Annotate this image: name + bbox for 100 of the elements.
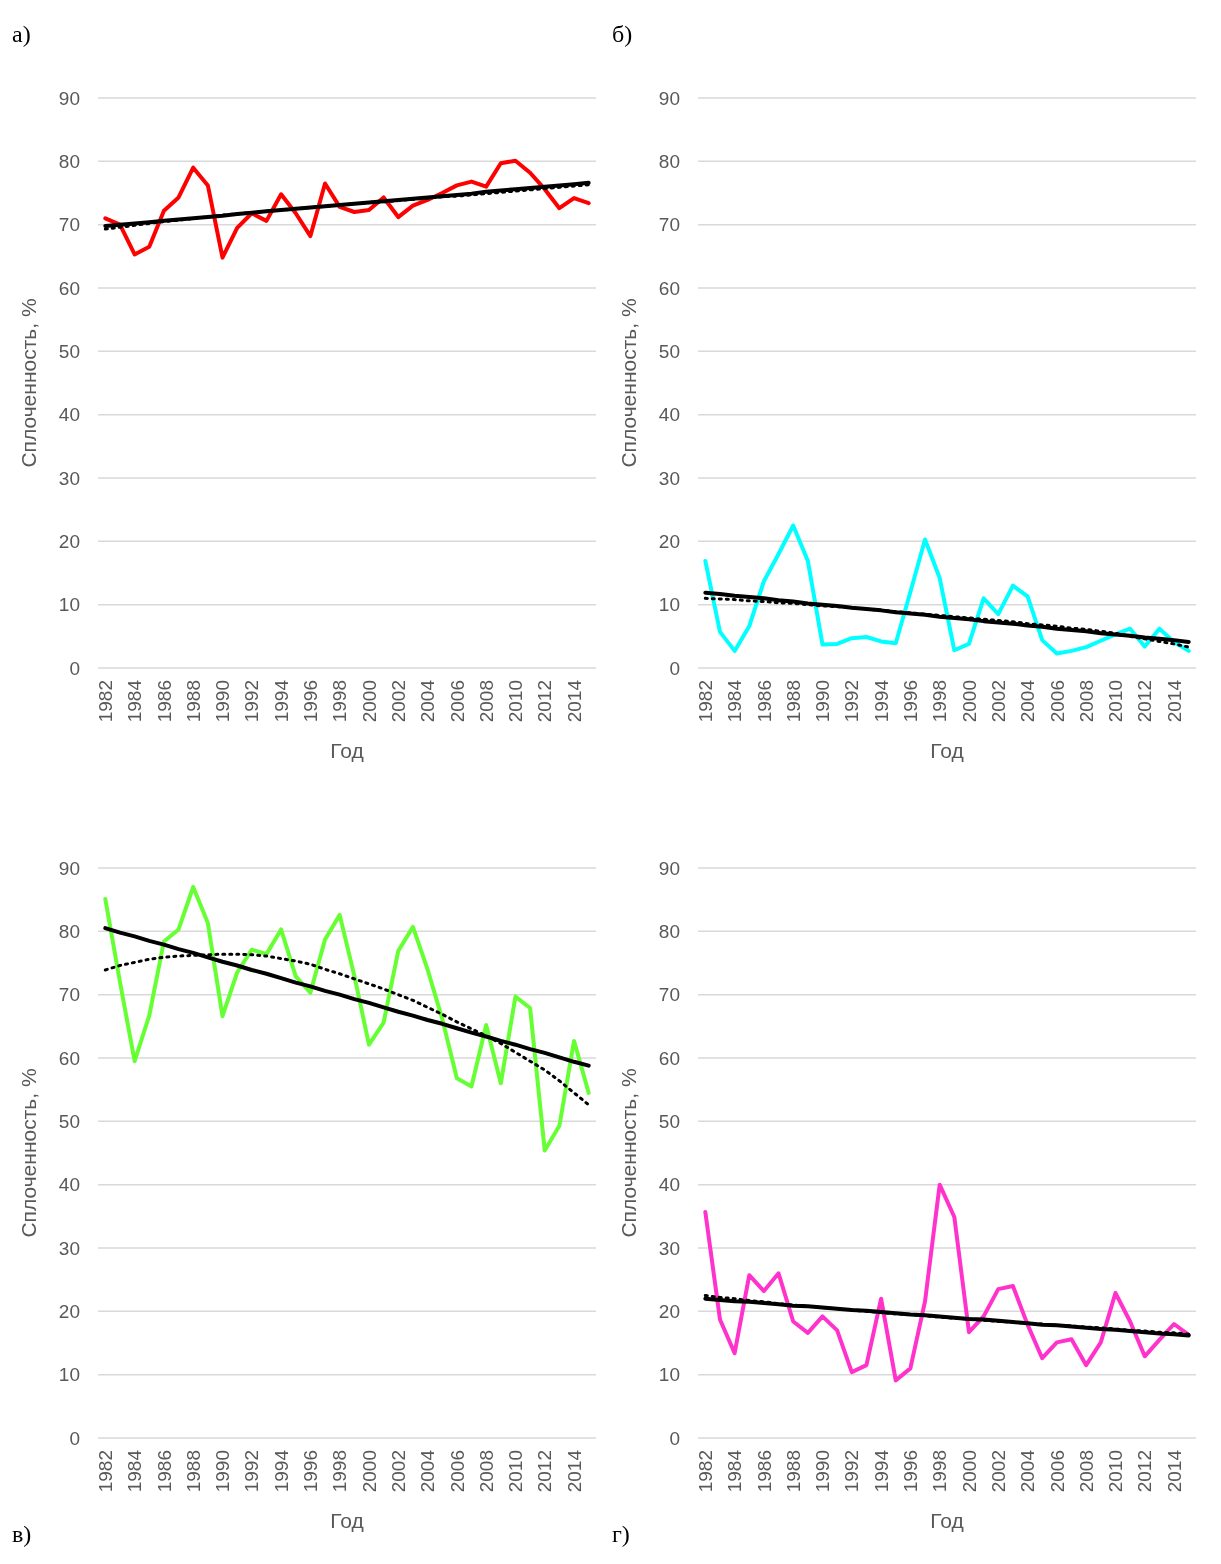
chart-title: а): [12, 21, 31, 47]
line-series: [103, 885, 591, 1153]
text: в): [12, 1521, 32, 1547]
y-tick-label: 90: [58, 857, 80, 879]
y-tick-label: 30: [58, 467, 80, 489]
y-tick-label: 90: [658, 87, 680, 109]
x-tick-label: 1984: [724, 679, 746, 723]
x-tick-label: 1996: [900, 1450, 922, 1493]
y-tick-label: 0: [69, 657, 80, 679]
x-tick-label: 2004: [417, 1449, 439, 1493]
x-tick-label: 1986: [753, 1450, 775, 1493]
y-axis-title: Сплоченность, %: [617, 1068, 640, 1238]
y-tick-label: 90: [58, 87, 80, 109]
y-tick-label: 0: [69, 1427, 80, 1449]
y-tick-label: 70: [58, 984, 80, 1006]
x-tick-label: 2008: [1075, 1450, 1097, 1493]
x-tick-label: 1982: [94, 680, 116, 723]
line-series: [703, 1182, 1191, 1383]
x-axis-title: Год: [930, 1509, 964, 1532]
y-tick-label: 30: [658, 1237, 680, 1259]
x-tick-label: 1990: [812, 680, 834, 723]
line-series: [703, 523, 1191, 656]
x-tick-label: 1992: [841, 680, 863, 723]
x-tick-label: 1994: [270, 1449, 292, 1493]
x-tick-label: 1988: [782, 680, 804, 723]
x-tick-label: 2002: [387, 1450, 409, 1493]
line-series: [703, 590, 1191, 645]
y-tick-label: 20: [658, 1300, 680, 1322]
x-tick-label: 1996: [300, 1450, 322, 1493]
x-tick-label: 1990: [212, 1450, 234, 1493]
x-tick-label: 2012: [1134, 680, 1156, 723]
x-tick-label: 2014: [1163, 679, 1185, 723]
x-tick-label: 2012: [534, 1450, 556, 1493]
x-tick-label: 2008: [1075, 680, 1097, 723]
x-tick-label: 2006: [1046, 680, 1068, 723]
y-tick-label: 10: [58, 1364, 80, 1386]
x-tick-label: 1988: [782, 1450, 804, 1493]
x-tick-label: 2000: [358, 1450, 380, 1493]
y-tick-label: 40: [658, 404, 680, 426]
x-tick-label: 1984: [124, 1449, 146, 1493]
x-tick-label: 2000: [358, 680, 380, 723]
x-tick-label: 2014: [563, 1449, 585, 1493]
x-axis-title: Год: [330, 1509, 364, 1532]
x-tick-label: 2002: [987, 1450, 1009, 1493]
x-tick-label: 2006: [446, 1450, 468, 1493]
x-tick-label: 1982: [94, 1450, 116, 1493]
y-tick-label: 70: [658, 984, 680, 1006]
chart-title: б): [612, 21, 633, 47]
y-tick-label: 80: [658, 150, 680, 172]
x-tick-label: 1982: [694, 1450, 716, 1493]
x-tick-label: 2012: [1134, 1450, 1156, 1493]
y-axis-title: Сплоченность, %: [17, 298, 40, 468]
y-tick-label: 20: [658, 530, 680, 552]
x-tick-label: 1998: [929, 1450, 951, 1493]
y-tick-label: 80: [658, 920, 680, 942]
x-tick-label: 1996: [300, 680, 322, 723]
x-tick-label: 2006: [1046, 1450, 1068, 1493]
x-tick-label: 1988: [182, 680, 204, 723]
x-tick-label: 1990: [212, 680, 234, 723]
x-tick-label: 1996: [900, 680, 922, 723]
x-tick-label: 2008: [475, 1450, 497, 1493]
x-tick-label: 1994: [270, 679, 292, 723]
y-tick-label: 20: [58, 1300, 80, 1322]
y-tick-label: 70: [658, 214, 680, 236]
x-axis-title: Год: [330, 739, 364, 762]
y-tick-label: 40: [658, 1174, 680, 1196]
y-tick-label: 70: [58, 214, 80, 236]
y-tick-label: 60: [58, 277, 80, 299]
y-tick-label: 60: [58, 1047, 80, 1069]
text: г): [612, 1521, 630, 1547]
y-tick-label: 60: [658, 277, 680, 299]
x-tick-label: 1992: [241, 680, 263, 723]
y-tick-label: 10: [658, 1364, 680, 1386]
y-tick-label: 60: [658, 1047, 680, 1069]
x-tick-label: 1984: [124, 679, 146, 723]
x-tick-label: 2002: [387, 680, 409, 723]
x-tick-label: 2014: [563, 679, 585, 723]
x-tick-label: 1992: [841, 1450, 863, 1493]
x-tick-label: 1994: [870, 679, 892, 723]
x-tick-label: 2006: [446, 680, 468, 723]
x-axis-title: Год: [930, 739, 964, 762]
x-tick-label: 2008: [475, 680, 497, 723]
x-tick-label: 2002: [987, 680, 1009, 723]
y-tick-label: 80: [58, 920, 80, 942]
x-tick-label: 1992: [241, 1450, 263, 1493]
y-tick-label: 40: [58, 1174, 80, 1196]
y-tick-label: 30: [58, 1237, 80, 1259]
y-tick-label: 0: [669, 1427, 680, 1449]
y-tick-label: 10: [58, 594, 80, 616]
x-tick-label: 2004: [417, 679, 439, 723]
y-tick-label: 50: [58, 1110, 80, 1132]
line-series: [103, 158, 591, 260]
y-tick-label: 50: [58, 340, 80, 362]
x-tick-label: 2004: [1017, 679, 1039, 723]
y-tick-label: 0: [669, 657, 680, 679]
y-tick-label: 40: [58, 404, 80, 426]
y-tick-label: 50: [658, 1110, 680, 1132]
x-tick-label: 1998: [329, 1450, 351, 1493]
x-tick-label: 2000: [958, 680, 980, 723]
x-tick-label: 1986: [153, 680, 175, 723]
